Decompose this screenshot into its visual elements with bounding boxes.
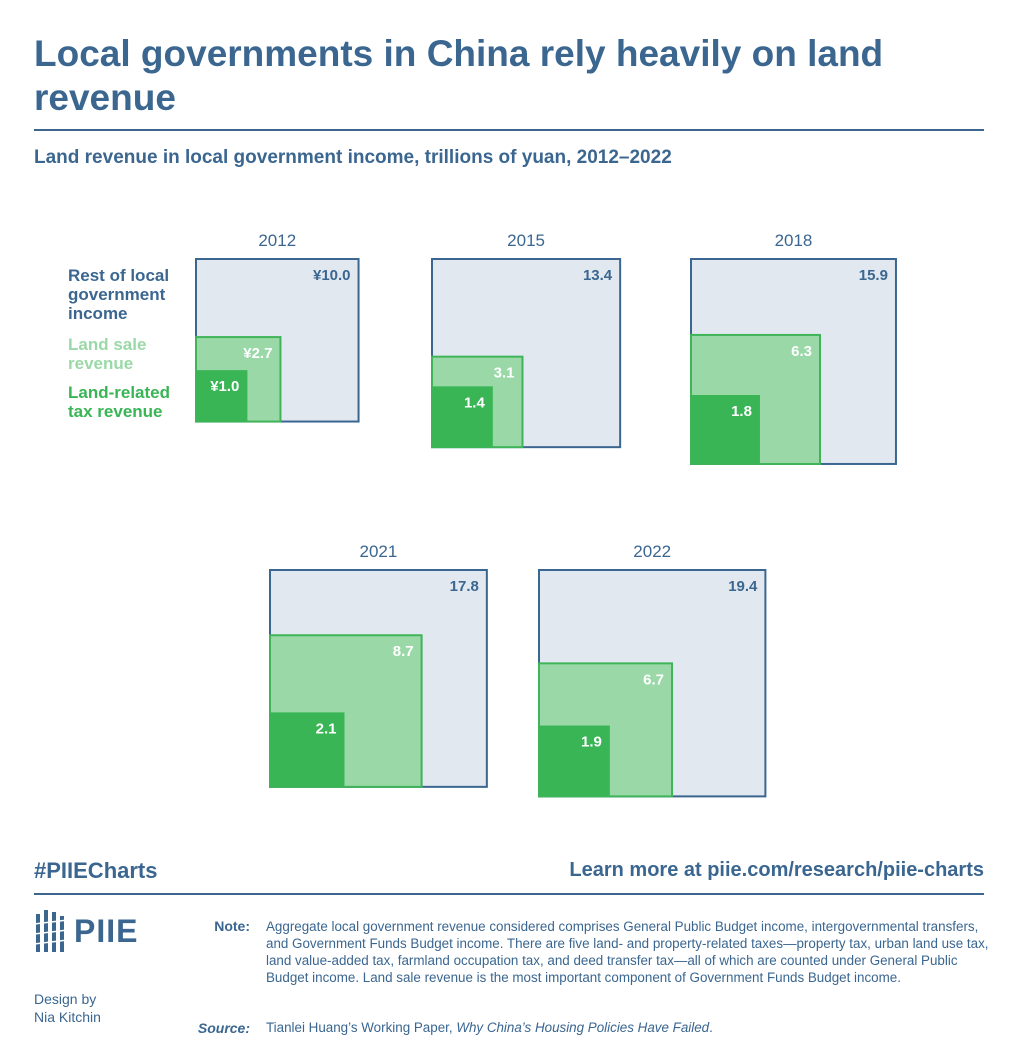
piie-logo-text: PIIE	[74, 912, 139, 949]
panel-year-label: 2018	[775, 231, 813, 250]
land-sale-value-label: 3.1	[494, 365, 515, 382]
total-value-label: 17.8	[450, 578, 479, 595]
piie-logo: PIIE	[34, 908, 138, 954]
land-tax-square	[432, 386, 493, 448]
footer-divider	[34, 893, 984, 895]
title-divider	[34, 129, 984, 131]
land-sale-value-label: 8.7	[393, 643, 414, 660]
chart-title: Local governments in China rely heavily …	[34, 33, 884, 118]
design-by-label: Design by	[34, 991, 97, 1007]
panel-year-label: 2015	[507, 231, 545, 250]
total-value-label: 15.9	[859, 267, 888, 284]
learn-more-link[interactable]: Learn more at piie.com/research/piie-cha…	[569, 859, 984, 881]
total-value-label: 19.4	[728, 578, 758, 595]
land-sale-value-label: ¥2.7	[243, 345, 272, 362]
land-tax-square	[270, 712, 345, 787]
source-label: Source:	[197, 1020, 250, 1036]
total-value-label: ¥10.0	[313, 267, 351, 284]
source-prefix: Tianlei Huang’s Working Paper,	[266, 1020, 457, 1035]
land-tax-square	[539, 725, 610, 797]
land-tax-value-label: 1.4	[464, 394, 486, 411]
legend-land-sale: Land sale revenue	[68, 335, 147, 373]
legend-land-tax: Land-related tax revenue	[68, 383, 171, 421]
land-tax-square	[196, 370, 248, 422]
hashtag-label: #PIIECharts	[34, 858, 158, 883]
land-tax-value-label: 2.1	[316, 720, 337, 737]
land-tax-value-label: 1.8	[731, 403, 752, 420]
source-suffix: .	[709, 1020, 713, 1035]
panel-year-label: 2012	[258, 231, 296, 250]
land-tax-value-label: 1.9	[581, 734, 602, 751]
design-credit: Design by Nia Kitchin	[34, 990, 101, 1026]
land-sale-value-label: 6.7	[643, 671, 664, 688]
source-title: Why China’s Housing Policies Have Failed	[456, 1020, 710, 1035]
panel-year-label: 2022	[633, 542, 671, 561]
nested-square-chart: 2012 ¥10.0 ¥2.7¥1.0 2015 13.4 3.1 1.4 2018 15.9 6…	[195, 231, 897, 798]
panel-year-label: 2021	[360, 542, 398, 561]
designer-name: Nia Kitchin	[34, 1009, 101, 1025]
chart-subtitle: Land revenue in local government income,…	[34, 147, 672, 168]
total-value-label: 13.4	[583, 267, 613, 284]
legend-rest-income: Rest of local government income	[68, 266, 170, 323]
note-label: Note:	[214, 918, 250, 934]
note-text: Aggregate local government revenue consi…	[266, 919, 989, 985]
land-tax-square	[691, 394, 760, 464]
piie-building-icon	[34, 910, 68, 952]
land-tax-value-label: ¥1.0	[210, 378, 239, 395]
land-sale-value-label: 6.3	[791, 343, 812, 360]
source-text: Tianlei Huang’s Working Paper, Why China…	[266, 1020, 713, 1035]
